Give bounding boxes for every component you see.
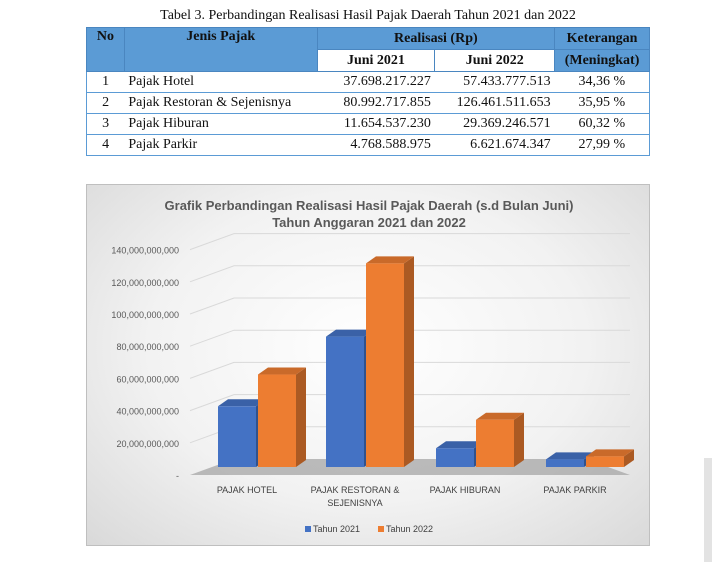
bar-top [436,441,484,449]
y-tick-label: 20,000,000,000 [116,439,179,449]
row-2022: 57.433.777.513 [434,71,555,93]
y-tick-label: 140,000,000,000 [111,246,179,256]
page-edge-strip [704,458,712,562]
y-tick-label: 40,000,000,000 [116,407,179,417]
bar-top [218,399,266,407]
row-jenis: Pajak Parkir [124,134,318,156]
bar [436,448,474,467]
bar-top [476,412,524,420]
x-tick-label: PAJAK PARKIR [543,485,607,495]
header-juni-2022: Juni 2022 [434,49,556,72]
table-caption: Tabel 3. Perbandingan Realisasi Hasil Pa… [160,8,576,23]
bar-side [624,449,634,467]
header-juni-2021: Juni 2021 [316,49,436,72]
bar [586,456,624,467]
bar-top [366,256,414,264]
header-no: No [86,27,125,72]
header-meningkat: (Meningkat) [554,49,650,72]
gridline [189,297,630,315]
table-row: 2 Pajak Restoran & Sejenisnya 80.992.717… [86,92,650,114]
bar [366,263,404,467]
row-keterangan: 34,36 % [554,71,650,93]
y-tick-label: 120,000,000,000 [111,278,179,288]
row-no: 1 [86,71,125,93]
y-tick-label: - [176,471,179,481]
chart-container: Grafik Perbandingan Realisasi Hasil Paja… [86,184,650,546]
tax-comparison-table: No Jenis Pajak Realisasi (Rp) Keterangan… [86,27,650,156]
y-tick-label: 60,000,000,000 [116,374,179,384]
legend-label: Tahun 2021 [313,524,360,534]
table-row: 3 Pajak Hiburan 11.654.537.230 29.369.24… [86,113,650,135]
row-no: 3 [86,113,125,135]
legend-swatch [305,526,311,532]
row-2021: 37.698.217.227 [317,71,435,93]
gridline [189,329,630,347]
x-tick-label: PAJAK RESTORAN & [311,485,400,495]
header-realisasi: Realisasi (Rp) [316,27,556,50]
bar-chart: - 20,000,000,000 40,000,000,000 60,000,000,… [111,233,634,534]
chart-subtitle: Tahun Anggaran 2021 dan 2022 [272,215,466,230]
y-tick-label: 100,000,000,000 [111,310,179,320]
bar-top [546,452,594,460]
chart-title: Grafik Perbandingan Realisasi Hasil Paja… [164,198,574,213]
bar-side [404,256,414,467]
table-row: 4 Pajak Parkir 4.768.588.975 6.621.674.3… [86,134,650,156]
x-tick-label: SEJENISNYA [327,498,382,508]
row-2022: 6.621.674.347 [434,134,555,156]
bar-top [258,367,306,375]
header-keterangan: Keterangan [554,27,650,50]
gridline [189,233,630,251]
row-2021: 11.654.537.230 [317,113,435,135]
row-keterangan: 60,32 % [554,113,650,135]
row-no: 2 [86,92,125,114]
bar [546,459,584,467]
bar [218,406,256,467]
bar-side [296,367,306,467]
row-no: 4 [86,134,125,156]
table-row: 1 Pajak Hotel 37.698.217.227 57.433.777.… [86,71,650,93]
gridline [189,394,630,412]
row-2021: 80.992.717.855 [317,92,435,114]
header-jenis-pajak: Jenis Pajak [123,27,318,72]
bar [476,419,514,467]
legend-swatch [378,526,384,532]
bar [258,374,296,467]
row-2021: 4.768.588.975 [317,134,435,156]
bar-top [586,449,634,457]
bar [326,336,364,467]
legend-label: Tahun 2022 [386,524,433,534]
row-keterangan: 35,95 % [554,92,650,114]
row-jenis: Pajak Hotel [124,71,318,93]
row-keterangan: 27,99 % [554,134,650,156]
row-jenis: Pajak Hiburan [124,113,318,135]
row-2022: 29.369.246.571 [434,113,555,135]
bar-top [326,329,374,337]
row-jenis: Pajak Restoran & Sejenisnya [124,92,318,114]
gridline [189,265,630,283]
y-tick-label: 80,000,000,000 [116,342,179,352]
x-tick-label: PAJAK HIBURAN [430,485,501,495]
row-2022: 126.461.511.653 [434,92,555,114]
x-tick-label: PAJAK HOTEL [217,485,277,495]
gridline [189,361,630,379]
bar-side [514,412,524,467]
